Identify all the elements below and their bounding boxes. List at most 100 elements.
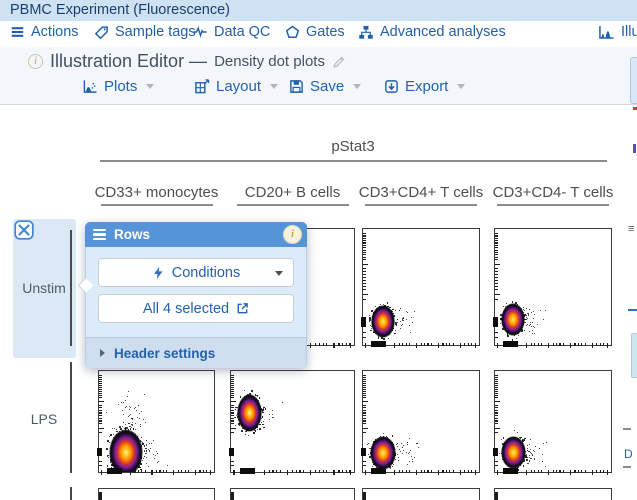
- toolbar-label: Plots: [104, 78, 138, 95]
- selection-label: All 4 selected: [142, 300, 230, 317]
- menu-item-data-qc[interactable]: Data QC: [192, 24, 270, 40]
- caret-down-icon: [353, 84, 362, 89]
- plot-canvas: [363, 371, 479, 472]
- clipped-fragment-line: [623, 428, 631, 430]
- row-header-unstim[interactable]: Unstim: [22, 280, 66, 296]
- illustration-name: Density dot plots: [214, 53, 325, 70]
- export-menu-button[interactable]: Export: [384, 78, 466, 95]
- plots-chart-icon: [82, 79, 98, 94]
- experiment-title: PBMC Experiment (Fluorescence): [10, 2, 230, 18]
- density-cluster: [109, 428, 144, 472]
- menu-item-label: Actions: [31, 24, 79, 40]
- scrollbar-fragment[interactable]: [631, 333, 637, 378]
- drag-handle-icon: [93, 228, 106, 241]
- save-floppy-icon: [289, 79, 304, 94]
- rows-popup-header[interactable]: Rows i: [85, 222, 307, 247]
- rows-popup-body: Conditions All 4 selected: [86, 247, 306, 337]
- panel-header-pstat3[interactable]: pStat3: [331, 138, 375, 155]
- column-header-cd33-monocytes[interactable]: CD33+ monocytes: [94, 184, 219, 201]
- menu-item-label: Gates: [306, 24, 345, 40]
- menu-item-advanced-analyses[interactable]: Advanced analyses: [358, 24, 506, 40]
- column-header-cd20-b-cells[interactable]: CD20+ B cells: [244, 184, 341, 201]
- gate-pentagon-icon: [285, 25, 300, 39]
- menu-item-label: Advanced analyses: [380, 24, 506, 40]
- plot-canvas: [495, 229, 611, 345]
- plot-canvas: [363, 489, 479, 500]
- caret-right-icon: [100, 349, 105, 357]
- column-header-cd3-cd4-t-cells[interactable]: CD3+CD4+ T cells: [358, 184, 484, 201]
- column-header-underline: [100, 204, 213, 206]
- plot-lps-cd20-b-cells[interactable]: [229, 370, 355, 475]
- close-row-selector-button[interactable]: [14, 220, 34, 240]
- hamburger-icon: [10, 25, 25, 39]
- info-icon[interactable]: i: [283, 224, 302, 244]
- plot-lps-cd33-monocytes[interactable]: [97, 370, 215, 475]
- density-cluster: [500, 435, 526, 469]
- illustration-editor-header: i Illustration Editor — Density dot plot…: [0, 47, 637, 105]
- menu-item-gates[interactable]: Gates: [285, 24, 345, 40]
- clipped-fragment-mark: [633, 107, 637, 110]
- external-link-icon: [236, 302, 249, 315]
- waveform-icon: [192, 25, 208, 39]
- plot-row2-cd3-cd4-t-cells[interactable]: [494, 488, 612, 500]
- plot-unstim-cd3-cd4-t-cells[interactable]: [493, 228, 612, 348]
- caret-down-icon: [270, 84, 279, 89]
- sitemap-icon: [358, 25, 374, 40]
- plot-canvas: [495, 371, 611, 472]
- toolbar-label: Save: [310, 78, 345, 95]
- selected-row-highlight: [13, 219, 76, 358]
- plot-canvas: [231, 489, 354, 500]
- popup-title: Rows: [114, 227, 151, 242]
- plot-unstim-cd3-cd4-t-cells[interactable]: [361, 228, 480, 348]
- conditions-dropdown-button[interactable]: Conditions: [98, 258, 294, 287]
- column-header-underline: [236, 204, 349, 206]
- column-header-underline: [365, 204, 477, 206]
- plot-row2-cd20-b-cells[interactable]: [230, 488, 355, 500]
- column-header-underline: [497, 204, 609, 206]
- plots-menu-button[interactable]: Plots: [82, 78, 155, 95]
- menu-item-sample-tags[interactable]: Sample tags: [94, 24, 196, 40]
- toolbar-label: Layout: [216, 78, 262, 95]
- plot-canvas: [99, 371, 214, 472]
- menu-item-actions[interactable]: Actions: [10, 24, 79, 40]
- plot-canvas: [231, 371, 354, 472]
- caret-down-icon: [275, 271, 283, 276]
- menu-item-label: Illu: [621, 24, 637, 40]
- column-header-cd3-cd4-t-cells[interactable]: CD3+CD4- T cells: [492, 184, 614, 201]
- experiment-title-bar: PBMC Experiment (Fluorescence): [0, 0, 637, 21]
- header-settings-label: Header settings: [114, 345, 216, 361]
- row-axis-line: [70, 362, 72, 473]
- save-menu-button[interactable]: Save: [289, 78, 362, 95]
- scrollbar-fragment[interactable]: [630, 57, 637, 104]
- plot-lps-cd3-cd4-t-cells[interactable]: [493, 370, 612, 475]
- lightning-icon: [152, 266, 165, 280]
- menu-item-label: Sample tags: [115, 24, 196, 40]
- plot-row2-cd33-monocytes[interactable]: [98, 488, 215, 500]
- layout-menu-button[interactable]: Layout: [194, 78, 279, 95]
- menu-item-label: Data QC: [214, 24, 271, 40]
- row-selection-button[interactable]: All 4 selected: [98, 294, 294, 323]
- plot-lps-cd3-cd4-t-cells[interactable]: [361, 370, 480, 475]
- info-icon[interactable]: i: [28, 54, 43, 69]
- density-cluster: [369, 436, 396, 470]
- clipped-fragment-mark: [633, 144, 636, 153]
- panel-header-underline: [100, 160, 607, 162]
- clipped-fragment-letter: D: [624, 447, 633, 461]
- density-cluster: [501, 303, 526, 337]
- tag-icon: [94, 25, 109, 40]
- clipped-fragment-line: [628, 309, 637, 311]
- plot-canvas: [363, 229, 479, 345]
- header-settings-toggle[interactable]: Header settings: [86, 337, 306, 368]
- plot-canvas: [495, 489, 611, 500]
- row-axis-line: [70, 487, 72, 500]
- toolbar-label: Export: [405, 78, 449, 95]
- plot-row2-cd3-cd4-t-cells[interactable]: [362, 488, 480, 500]
- clipped-fragment-glyph: ≡: [628, 223, 635, 235]
- row-header-lps[interactable]: LPS: [30, 411, 58, 427]
- caret-down-icon: [457, 84, 466, 89]
- rows-popup: Rows i Conditions All 4 selected Header …: [77, 222, 307, 368]
- main-menu-bar: Actions Sample tags Data QC Gates Advanced a…: [0, 21, 637, 47]
- menu-item-illu[interactable]: Illu: [598, 24, 637, 40]
- pencil-icon[interactable]: [332, 55, 346, 69]
